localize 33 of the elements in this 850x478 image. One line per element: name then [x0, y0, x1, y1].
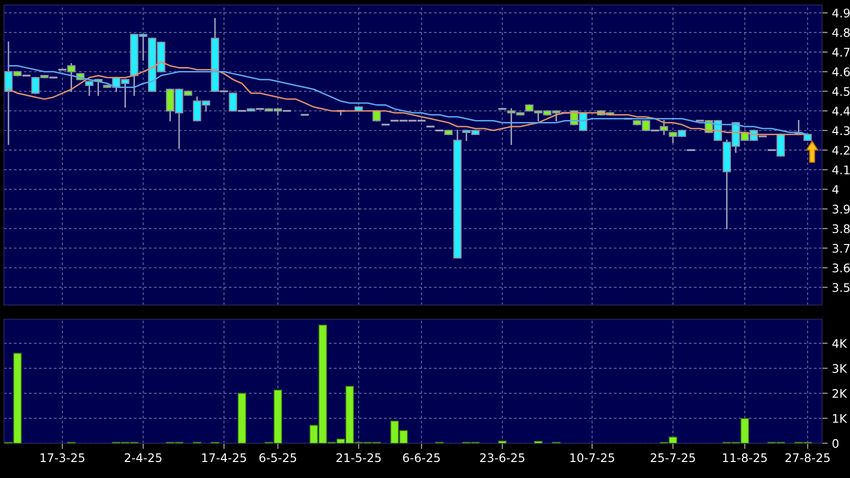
y-tick-label: 4.9	[832, 8, 850, 18]
y-tick-label: 3.9	[832, 204, 850, 214]
y-tick-label: 4	[832, 185, 839, 194]
y-tick-label: 4.7	[832, 48, 850, 57]
y-tick-label: 3K	[832, 364, 848, 373]
y-tick-label: 3.6	[832, 263, 850, 272]
x-tick-label: 23-6-25	[480, 453, 524, 462]
y-tick-label: 3.8	[832, 224, 850, 234]
x-tick-label: 17-4-25	[202, 453, 246, 462]
x-tick-label: 27-8-25	[785, 453, 830, 462]
y-tick-label: 3.7	[832, 244, 850, 253]
x-tick-label: 6-6-25	[403, 453, 440, 462]
y-tick-label: 4.2	[832, 146, 850, 155]
x-tick-label: 2-4-25	[124, 453, 162, 462]
y-tick-label: 4.1	[832, 166, 850, 174]
y-tick-label: 2K	[832, 389, 848, 398]
y-tick-label: 4.4	[832, 106, 850, 116]
y-tick-label: 4.5	[832, 87, 850, 96]
y-tick-label: 0	[832, 439, 838, 448]
x-tick-label: 11-8-25	[723, 453, 767, 462]
x-tick-label: 6-5-25	[259, 453, 296, 462]
y-tick-label: 3.5	[832, 283, 850, 292]
y-tick-label: 4.8	[832, 28, 850, 38]
bar	[238, 392, 246, 444]
y-tick-label: 1K	[833, 414, 848, 423]
x-tick-label: 17-3-25	[40, 453, 84, 462]
x-tick-label: 25-7-25	[650, 453, 695, 462]
bar	[498, 440, 507, 444]
y-tick-label: 4K	[832, 339, 848, 348]
y-tick-label: 4.3	[832, 126, 850, 136]
y-tick-label: 4.6	[832, 67, 850, 76]
x-tick-label: 10-7-25	[570, 453, 614, 462]
x-tick-label: 21-5-25	[336, 453, 381, 462]
